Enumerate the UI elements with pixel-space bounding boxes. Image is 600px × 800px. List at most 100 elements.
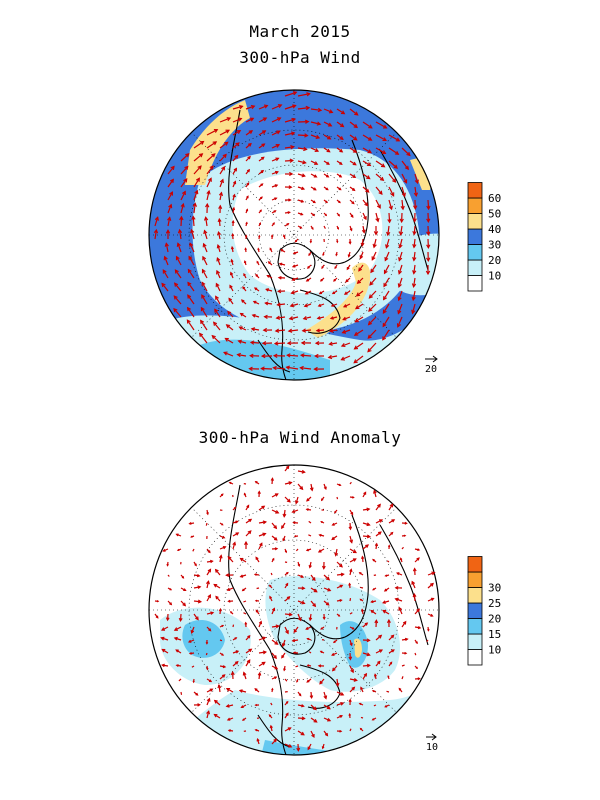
anomaly-wind-vector-head: [291, 638, 296, 643]
anomaly-wind-vector-head: [306, 637, 310, 641]
wind-vector-head: [309, 240, 313, 244]
wind-vector-head: [226, 117, 232, 122]
wind-vector-head: [231, 232, 235, 237]
anomaly-wind-vector-head: [301, 704, 305, 708]
wind-vector: [384, 251, 390, 261]
wind-vector-head: [179, 215, 184, 221]
anomaly-colorbar-label: 20: [488, 613, 501, 626]
wind-vector-head: [186, 306, 191, 312]
anomaly-wind-vector-head: [365, 544, 370, 548]
wind-vector-head: [256, 260, 259, 264]
wind-vector-head: [272, 365, 277, 371]
anomaly-wind-vector-head: [324, 732, 329, 737]
anomaly-wind-vector: [411, 581, 416, 589]
wind-vector-head: [380, 163, 386, 168]
wind-vector-head: [187, 281, 192, 287]
wind-vector: [358, 264, 364, 272]
anomaly-wind-vector-head: [196, 573, 201, 578]
anomaly-wind-vector-head: [374, 619, 379, 624]
wind-vector: [368, 316, 377, 326]
wind-vector-head: [300, 199, 305, 203]
wind-vector: [329, 342, 338, 345]
wind-vector: [180, 203, 184, 214]
anomaly-wind-vector-head: [350, 512, 354, 516]
wind-vector-head: [413, 205, 418, 210]
wind-vector: [217, 231, 221, 240]
wind-vector: [362, 186, 370, 193]
anomaly-wind-vector-head: [221, 523, 224, 526]
anomaly-wind-vector-head: [165, 617, 170, 622]
anomaly-wind-vector-head: [415, 666, 418, 670]
wind-vector: [383, 277, 390, 287]
anomaly-wind-vector-head: [226, 587, 231, 592]
anomaly-wind-vector-head: [181, 576, 185, 579]
wind-vector: [412, 290, 416, 301]
anomaly-wind-vector-head: [222, 535, 226, 539]
wind-vector: [245, 105, 255, 110]
wind-vector: [245, 117, 254, 123]
wind-vector-head: [334, 266, 337, 270]
wind-vector-head: [426, 205, 431, 211]
anomaly-wind-vector-head: [305, 508, 309, 511]
anomaly-wind-vector-head: [301, 600, 306, 605]
wind-vector: [301, 354, 312, 357]
anomaly-wind-vector-head: [239, 574, 244, 578]
anomaly-wind-vector-head: [377, 503, 381, 508]
anomaly-wind-vector: [243, 612, 247, 615]
wind-vector: [284, 118, 296, 123]
anomaly-wind-vector-head: [173, 636, 178, 641]
anomaly-wind-vector-head: [270, 477, 275, 481]
wind-vector-head: [290, 131, 296, 136]
wind-vector: [227, 311, 234, 318]
wind-vector: [310, 160, 318, 165]
anomaly-wind-vector-head: [309, 487, 314, 492]
wind-vector-head: [274, 328, 280, 333]
wind-vector-head: [169, 191, 173, 196]
anomaly-wind-vector-head: [246, 659, 251, 664]
wind-vector-head: [304, 133, 309, 138]
wind-vector: [297, 160, 306, 164]
wind-vector-head: [228, 297, 233, 302]
anomaly-wind-vector: [375, 634, 382, 641]
wind-vector: [354, 316, 364, 323]
wind-vector: [388, 212, 391, 223]
wind-vector-head: [384, 256, 389, 262]
anomaly-wind-vector-head: [322, 565, 326, 570]
anomaly-wind-vector-head: [307, 746, 311, 751]
wind-vector: [284, 91, 297, 97]
anomaly-wind-vector-head: [366, 652, 371, 657]
wind-vector: [323, 225, 326, 229]
wind-vector-head: [399, 218, 404, 224]
wind-vector-head: [222, 153, 227, 159]
wind-vector-head: [289, 171, 294, 176]
anomaly-wind-vector: [398, 607, 403, 615]
anomaly-wind-vector-head: [206, 710, 211, 715]
anomaly-wind-vector: [310, 717, 318, 723]
colorbar-box: [467, 228, 483, 245]
anomaly-wind-vector-head: [351, 626, 355, 630]
wind-vector-head: [218, 191, 224, 197]
wind-vector-head: [397, 309, 402, 315]
wind-vector-head: [260, 183, 264, 187]
wind-vector-head: [169, 178, 174, 183]
anomaly-wind-vector-head: [169, 588, 173, 591]
anomaly-wind-vector-head: [319, 650, 323, 654]
anomaly-wind-vector-head: [285, 582, 289, 586]
wind-vector-head: [255, 273, 259, 277]
wind-vector-head: [232, 180, 237, 185]
wind-vector: [219, 154, 227, 162]
wind-vector: [349, 134, 358, 141]
anomaly-wind-vector: [193, 613, 199, 620]
wind-vector-head: [280, 249, 284, 252]
anomaly-wind-vector-head: [156, 600, 160, 603]
panel2-title: 300-hPa Wind Anomaly: [198, 428, 402, 447]
anomaly-wind-vector-head: [417, 625, 422, 630]
wind-vector-head: [238, 326, 243, 331]
anomaly-wind-vector: [179, 613, 182, 621]
anomaly-wind-vector: [386, 690, 390, 693]
anomaly-colorbar: 10 15 20 25 30: [467, 556, 501, 666]
wind-vector-head: [315, 328, 321, 333]
anomaly-colorbar-label: 25: [488, 597, 501, 610]
wind-vector: [175, 256, 182, 266]
wind-vector: [388, 160, 398, 169]
